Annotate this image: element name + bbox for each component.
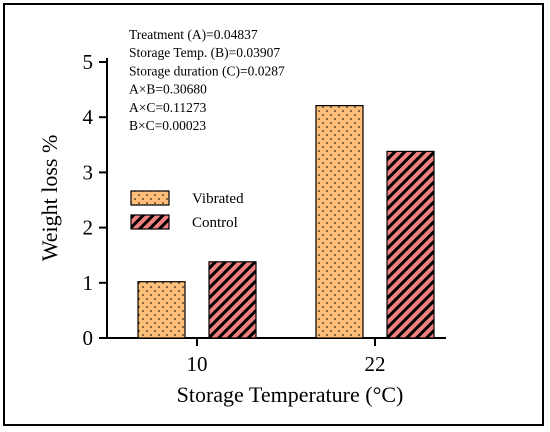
stat-annotation: A×C=0.11273: [129, 100, 207, 115]
legend-swatch-vibrated: [130, 190, 170, 206]
y-tick-label: 3: [83, 160, 94, 184]
legend-label-vibrated: Vibrated: [192, 191, 244, 207]
x-axis-label: Storage Temperature (°C): [177, 382, 404, 407]
figure-frame: 0 1 2 3 4 5 10 22 Weight loss % Storage Temper…: [3, 3, 544, 426]
legend-swatch-control: [130, 214, 170, 230]
bar-chart: 0 1 2 3 4 5 10 22 Weight loss % Storage Temper…: [37, 27, 446, 407]
y-tick-label: 0: [83, 326, 94, 350]
bar-vibrated-22: [315, 105, 364, 339]
x-tick-label: 22: [365, 352, 386, 376]
stat-annotation: Treatment (A)=0.04837: [129, 27, 258, 42]
y-axis-label: Weight loss %: [37, 135, 62, 262]
bar-control-10: [208, 261, 257, 339]
y-tick-label: 1: [83, 271, 94, 295]
x-tick-label: 10: [187, 352, 208, 376]
stat-annotation: Storage duration (C)=0.0287: [129, 63, 285, 78]
y-tick-label: 5: [83, 50, 94, 74]
y-tick-label: 4: [83, 105, 94, 129]
y-tick-label: 2: [83, 216, 94, 240]
stat-annotation: A×B=0.30680: [129, 82, 207, 97]
stat-annotation: B×C=0.00023: [129, 118, 206, 133]
bar-control-22: [386, 150, 435, 339]
stat-annotation: Storage Temp. (B)=0.03907: [129, 45, 280, 60]
legend: Vibrated Control: [130, 190, 244, 231]
bar-vibrated-10: [137, 281, 186, 339]
legend-label-control: Control: [192, 215, 238, 231]
